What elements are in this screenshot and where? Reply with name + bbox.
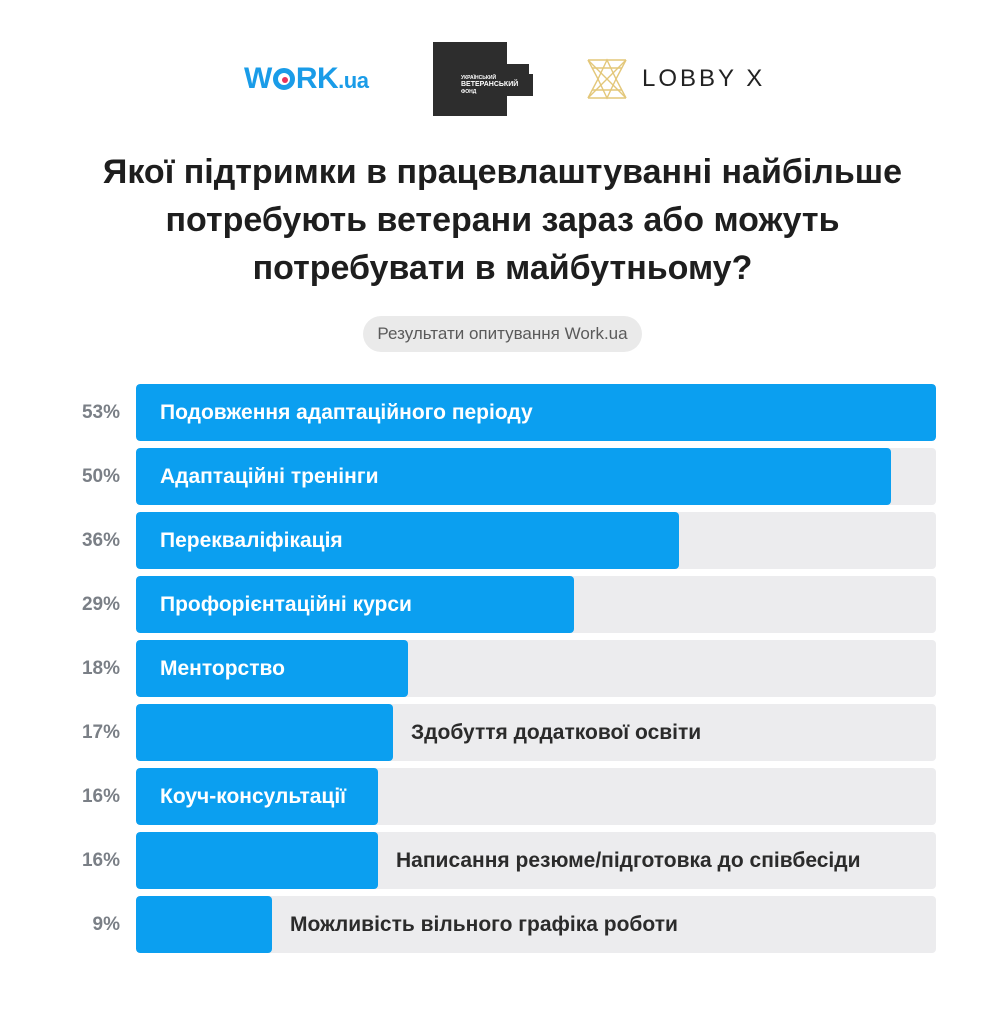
work-logo-ua: .ua <box>338 68 369 93</box>
bar-track: Написання резюме/підготовка до співбесід… <box>136 832 936 889</box>
bar-row: 9% Можливість вільного графіка роботи <box>0 896 1005 953</box>
bar-category-label: Можливість вільного графіка роботи <box>290 913 678 936</box>
title-line-2: потребують ветерани зараз або можуть <box>165 201 840 239</box>
bar-category-label: Адаптаційні тренінги <box>160 465 379 488</box>
lobby-x-icon <box>587 58 627 100</box>
work-logo-o-icon <box>272 68 295 90</box>
bar-row: 36% Перекваліфікація <box>0 512 1005 569</box>
fund-logo-line2: ВЕТЕРАНСЬКИЙ <box>461 81 519 88</box>
bar-track: Коуч-консультації <box>136 768 936 825</box>
bar-category-label: Менторство <box>160 657 285 680</box>
bar-category-label: Здобуття додаткової освіти <box>411 721 702 744</box>
bar-row: 50% Адаптаційні тренінги <box>0 448 1005 505</box>
fund-logo-line1: УКРАЇНСЬКИЙ <box>461 75 497 81</box>
bar-value-label: 17% <box>81 722 120 743</box>
bar-track: Перекваліфікація <box>136 512 936 569</box>
bar-value-label: 50% <box>81 466 120 487</box>
bar-track: Профорієнтаційні курси <box>136 576 936 633</box>
title-line-3: потребувати в майбутньому? <box>252 249 753 287</box>
bar-value-label: 9% <box>92 914 120 935</box>
logo-bar: W RK .ua УКРАЇНСЬКИЙ ВЕТЕРАНСЬКИЙ ФОНД LOB… <box>0 38 1005 118</box>
bar-value-label: 36% <box>81 530 120 551</box>
bar-row: 29% Профорієнтаційні курси <box>0 576 1005 633</box>
lobby-x-wordmark: LOBBY X <box>642 65 766 92</box>
bar <box>136 384 936 441</box>
bar <box>136 512 679 569</box>
bar-track: Здобуття додаткової освіти <box>136 704 936 761</box>
source-pill-wrap: Результати опитування Work.ua <box>0 316 1005 352</box>
bar <box>136 448 891 505</box>
bar <box>136 640 408 697</box>
bar-track: Можливість вільного графіка роботи <box>136 896 936 953</box>
bar-category-label: Коуч-консультації <box>160 785 347 808</box>
bar <box>136 576 574 633</box>
bar-row: 18% Менторство <box>0 640 1005 697</box>
chart-title: Якої підтримки в працевлаштуванні найбіл… <box>0 148 1005 292</box>
bar-category-label: Написання резюме/підготовка до співбесід… <box>396 849 861 872</box>
bar-category-label: Перекваліфікація <box>160 529 343 552</box>
bar-category-label: Подовження адаптаційного періоду <box>160 401 533 424</box>
work-logo-rk: RK <box>295 62 339 95</box>
bar-row: 17% Здобуття додаткової освіти <box>0 704 1005 761</box>
lobby-x-logo: LOBBY X <box>584 56 765 102</box>
bar-value-label: 18% <box>81 658 120 679</box>
bar-value-label: 53% <box>81 402 120 423</box>
bar-value-label: 16% <box>81 850 120 871</box>
work-logo-w: W <box>244 62 272 95</box>
bar-track: Менторство <box>136 640 936 697</box>
source-pill: Результати опитування Work.ua <box>363 316 642 352</box>
bar-track: Адаптаційні тренінги <box>136 448 936 505</box>
bar-row: 53% Подовження адаптаційного періоду <box>0 384 1005 441</box>
title-line-1: Якої підтримки в працевлаштуванні найбіл… <box>102 153 903 191</box>
bar <box>136 896 272 953</box>
bar-value-label: 16% <box>81 786 120 807</box>
bar-value-label: 29% <box>81 594 120 615</box>
fund-logo-text: УКРАЇНСЬКИЙ ВЕТЕРАНСЬКИЙ ФОНД <box>459 74 533 96</box>
work-ua-logo: W RK .ua <box>244 62 369 96</box>
bar-track: Подовження адаптаційного періоду <box>136 384 936 441</box>
bar-row: 16% Коуч-консультації <box>0 768 1005 825</box>
bar <box>136 704 393 761</box>
bar <box>136 832 378 889</box>
fund-logo-line3: ФОНД <box>461 89 477 95</box>
bar <box>136 768 378 825</box>
bar-category-label: Профорієнтаційні курси <box>160 593 412 616</box>
bar-row: 16% Написання резюме/підготовка до співбе… <box>0 832 1005 889</box>
veteran-fund-logo: УКРАЇНСЬКИЙ ВЕТЕРАНСЬКИЙ ФОНД <box>433 42 533 116</box>
